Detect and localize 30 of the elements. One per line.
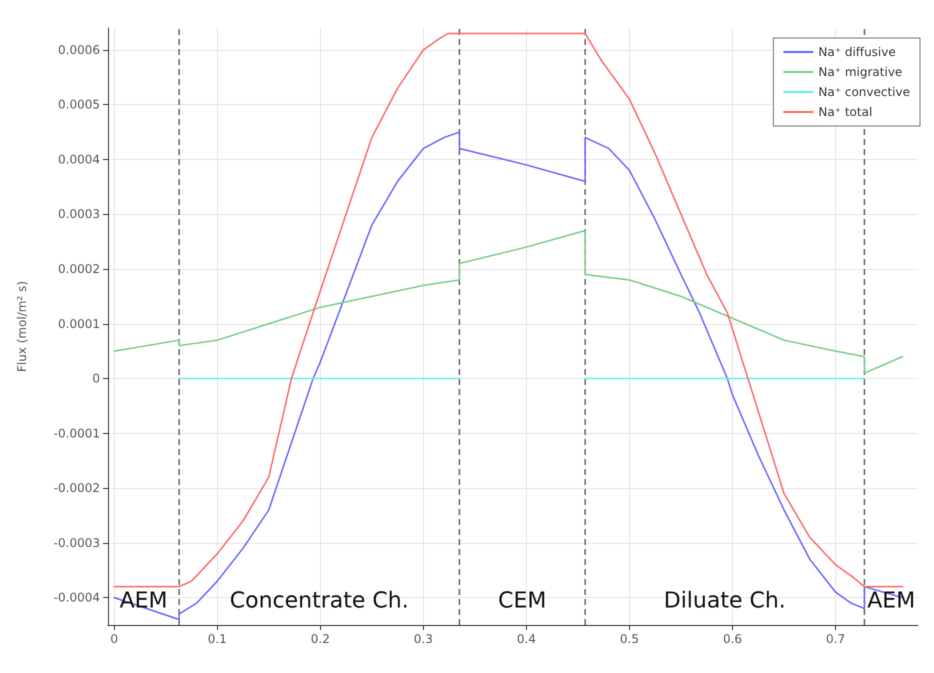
y-tick-label: -0.0004 (54, 590, 100, 605)
y-tick-label: 0.0004 (58, 152, 100, 166)
line-series (113, 230, 904, 374)
annotation: AEM (867, 588, 916, 614)
x-tick-label: 0.5 (620, 632, 639, 646)
annotation: CEM (498, 588, 546, 614)
x-tick-label: 0 (110, 632, 118, 646)
y-tick-label: -0.0003 (54, 536, 100, 550)
x-tick-label: 0.6 (722, 632, 742, 646)
x-tick-label: 0.7 (826, 632, 846, 646)
y-tick-label: 0.0006 (58, 42, 100, 57)
annotation: Diluate Ch. (664, 588, 786, 614)
y-tick-label: 0 (92, 372, 100, 386)
legend-label: Na⁺ diffusive (818, 45, 896, 59)
legend-label: Na⁺ convective (818, 85, 910, 99)
y-tick-label: -0.0001 (54, 426, 100, 440)
x-tick-label: 0.1 (208, 632, 227, 646)
annotation: Concentrate Ch. (230, 588, 409, 614)
legend-label: Na⁺ total (818, 105, 872, 119)
y-tick-label: -0.0002 (54, 481, 100, 496)
y-axis-title: Flux (mol/m² s) (15, 280, 29, 372)
x-tick-label: 0.4 (516, 632, 536, 646)
x-tick-label: 0.2 (310, 632, 330, 646)
y-tick-label: 0.0003 (58, 207, 100, 222)
annotation: AEM (120, 588, 168, 614)
y-tick-label: 0.0002 (58, 262, 100, 276)
x-tick-label: 0.3 (414, 632, 433, 646)
y-tick-label: 0.0001 (58, 316, 100, 331)
legend-label: Na⁺ migrative (818, 65, 902, 79)
y-tick-label: 0.0005 (58, 98, 100, 112)
